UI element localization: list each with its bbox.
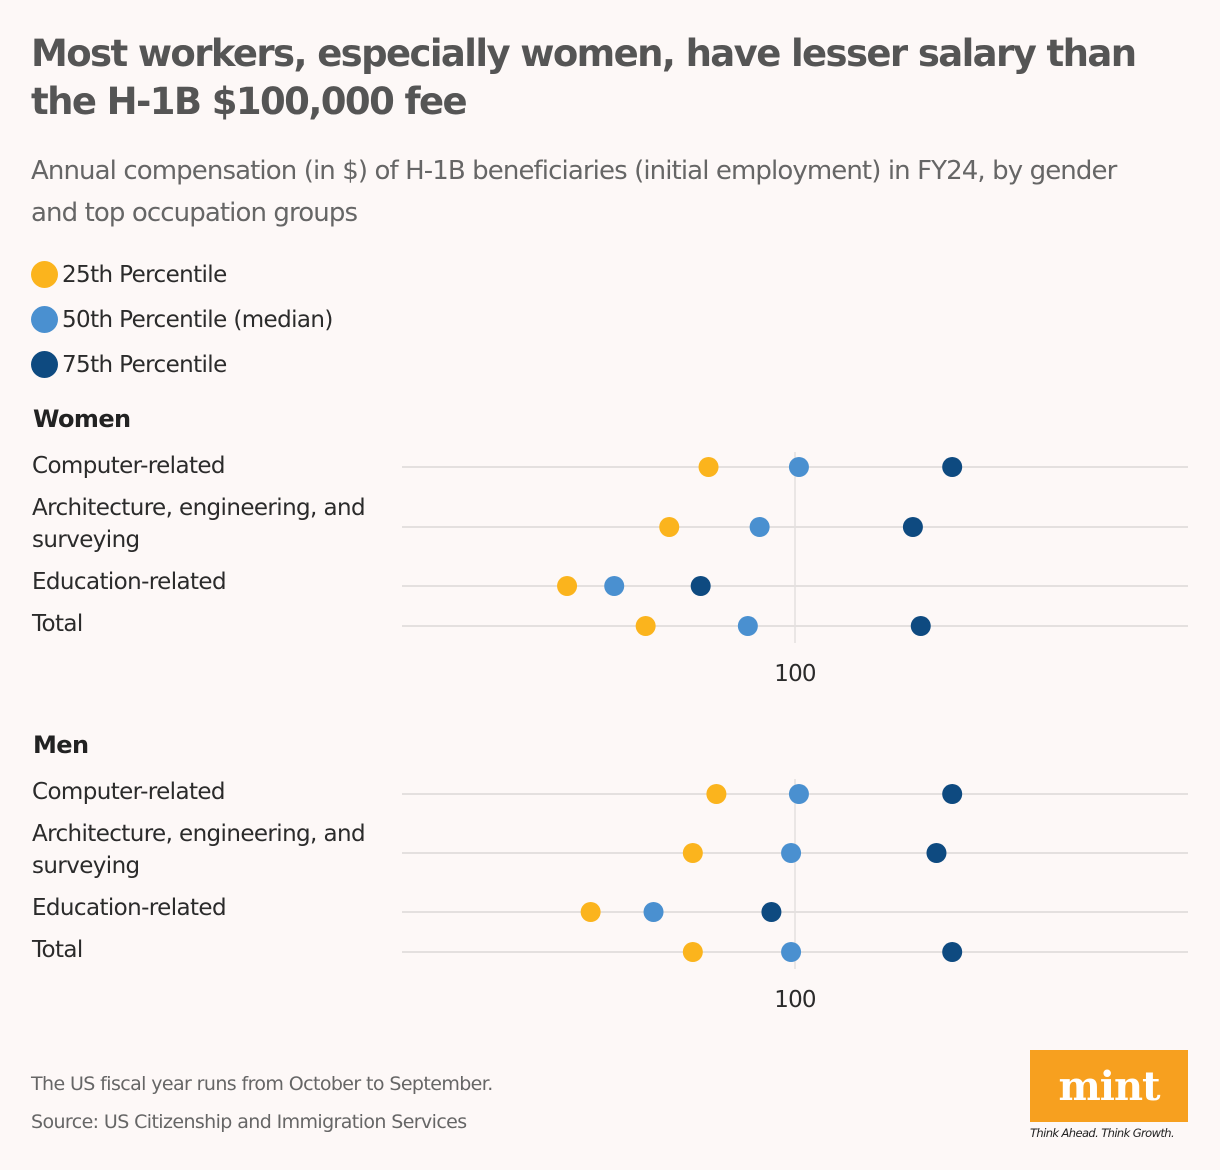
dot-p75-women xyxy=(910,616,931,636)
row-label: Education-related xyxy=(32,569,227,595)
legend-label: 50th Percentile (median) xyxy=(62,306,333,333)
dot-p25-men xyxy=(580,902,601,922)
dot-p50-women xyxy=(788,457,809,477)
dot-p25-women xyxy=(698,457,719,477)
chart-title: Most workers, especially women, have les… xyxy=(31,32,1137,123)
panel-title-men: Men xyxy=(33,731,89,759)
row-label: Total xyxy=(32,937,83,963)
legend-dot-p50-icon xyxy=(31,306,58,333)
dot-p50-men xyxy=(781,843,802,863)
panel-title-women: Women xyxy=(33,405,131,433)
legend-label: 75th Percentile xyxy=(62,351,227,378)
dot-p50-women xyxy=(737,616,758,636)
dot-p25-women xyxy=(659,517,680,537)
x-tick-label: 100 xyxy=(774,987,816,1013)
dot-p25-men xyxy=(682,942,703,962)
footer-source: Source: US Citizenship and Immigration S… xyxy=(31,1111,467,1133)
x-tick-label: 100 xyxy=(774,661,816,687)
dot-p25-men xyxy=(682,843,703,863)
chart-subtitle: Annual compensation (in $) of H-1B benef… xyxy=(31,156,1117,228)
dot-p50-women xyxy=(749,517,770,537)
legend-item-p75: 75th Percentile xyxy=(31,342,333,387)
dot-p75-men xyxy=(942,784,963,804)
dot-p25-women xyxy=(557,576,578,596)
dot-p75-women xyxy=(942,457,963,477)
row-label: Computer-related xyxy=(32,779,226,805)
legend-item-p50: 50th Percentile (median) xyxy=(31,297,333,342)
dot-p75-men xyxy=(926,843,947,863)
dot-p25-women xyxy=(635,616,656,636)
dot-p25-men xyxy=(706,784,727,804)
dot-p50-men xyxy=(643,902,664,922)
row-label: Education-related xyxy=(32,895,227,921)
legend-label: 25th Percentile xyxy=(62,261,227,288)
panel-women: 100 xyxy=(402,452,1188,687)
panel-men: 100 xyxy=(402,779,1188,1013)
row-label: Total xyxy=(32,611,83,637)
logo-text: mint xyxy=(1058,1062,1160,1110)
legend: 25th Percentile 50th Percentile (median)… xyxy=(31,252,333,387)
legend-dot-p75-icon xyxy=(31,351,58,378)
footer-note: The US fiscal year runs from October to … xyxy=(31,1073,493,1095)
logo-tagline: Think Ahead. Think Growth. xyxy=(1030,1126,1175,1140)
dot-p50-men xyxy=(781,942,802,962)
mint-logo: mint xyxy=(1030,1050,1188,1122)
row-label: Computer-related xyxy=(32,453,226,479)
dot-p75-men xyxy=(942,942,963,962)
dot-p75-men xyxy=(761,902,782,922)
row-label: Architecture, engineering, and surveying xyxy=(32,495,366,553)
legend-item-p25: 25th Percentile xyxy=(31,252,333,297)
dot-p75-women xyxy=(902,517,923,537)
dot-p50-women xyxy=(604,576,625,596)
dot-p75-women xyxy=(690,576,711,596)
row-label: Architecture, engineering, and surveying xyxy=(32,821,366,879)
legend-dot-p25-icon xyxy=(31,261,58,288)
dot-p50-men xyxy=(788,784,809,804)
